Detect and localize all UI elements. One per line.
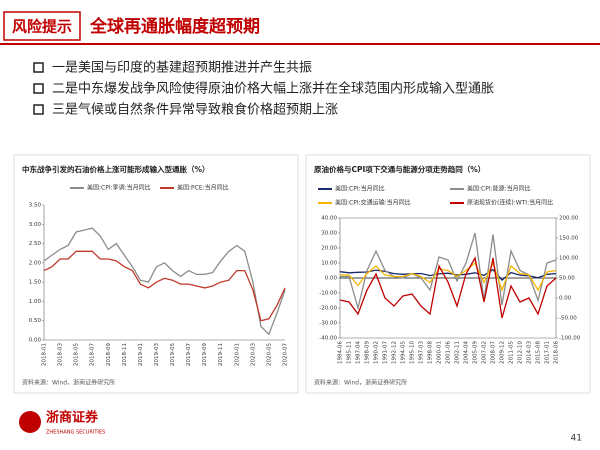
series-line: [339, 268, 557, 282]
x-tick-label: 2019-07: [186, 343, 192, 366]
x-tick-label: 2019-05: [170, 343, 176, 366]
x-tick-label: 2020-03: [250, 343, 256, 366]
x-tick-label: 2018-11: [122, 343, 128, 366]
y2-tick-label: 100.00: [559, 256, 579, 262]
company-name: 浙商证券: [46, 410, 99, 426]
header-title: 全球再通胀幅度超预期: [89, 16, 260, 37]
y-tick-label: 20.00: [321, 246, 337, 252]
y-tick-label: 3.00: [29, 222, 42, 228]
x-tick-label: 2018-07: [90, 343, 96, 366]
y-tick-label: 2.50: [29, 241, 42, 247]
series-line: [340, 232, 557, 311]
series-line: [43, 250, 286, 322]
x-tick-label: 2011-05: [509, 341, 515, 364]
bullet-box: [33, 83, 44, 94]
y2-tick-label: 200.00: [559, 216, 579, 222]
bullet-box: [33, 104, 44, 115]
bullet-text: 一是美国与印度的基建超预期推进并产生共振: [52, 60, 312, 76]
y2-tick-label: -50.00: [559, 316, 577, 322]
x-tick-label: 1985-11: [347, 341, 353, 364]
bullet-text: 二是中东爆发战争风险使得原油价格大幅上涨并在全球范围内形成输入型通胀: [52, 81, 494, 97]
bullet-box: [33, 62, 44, 73]
company-en: ZHESHANG SECURITIES: [46, 430, 105, 436]
page-number: 41: [571, 434, 582, 444]
series-line: [43, 227, 286, 336]
y-tick-label: -10.00: [319, 291, 337, 297]
series-line: [340, 261, 557, 292]
legend-label: 原油现货价(连续):WTI:当月同比: [467, 199, 553, 207]
x-tick-label: 2018-06: [554, 341, 560, 364]
x-tick-label: 2014-03: [527, 341, 533, 364]
y-tick-label: 0.50: [29, 318, 42, 324]
legend-label: 美国:CPI:当月同比: [335, 185, 385, 193]
chart-title: 原油价格与CPI项下交通与能源分项走势趋同（%）: [314, 164, 485, 174]
x-tick-label: 2018-01: [42, 343, 48, 366]
y-tick-label: 1.50: [29, 280, 42, 286]
x-tick-label: 2019-11: [218, 343, 224, 366]
x-tick-label: 1994-05: [401, 341, 407, 364]
y-tick-label: 3.50: [29, 203, 42, 209]
x-tick-label: 1995-10: [410, 341, 416, 364]
y2-tick-label: -100.00: [559, 336, 581, 342]
x-tick-label: 2018-09: [106, 343, 112, 366]
y-tick-label: 30.00: [321, 231, 337, 237]
x-tick-label: 2017-01: [545, 341, 551, 364]
tag-box: [3, 11, 81, 41]
x-tick-label: 1984-06: [338, 341, 344, 364]
legend-label: 美国:PCE:当月同比: [177, 184, 229, 192]
series-line: [339, 256, 557, 319]
x-tick-label: 2009-12: [500, 341, 506, 364]
y-tick-label: 0.00: [29, 338, 42, 344]
legend-label: 美国:CPI:季调:当月同比: [87, 184, 151, 192]
x-tick-label: 2004-04: [464, 341, 470, 364]
bullet-text: 三是气候或自然条件异常导致粮食价格超预期上涨: [52, 102, 338, 118]
x-tick-label: 2018-03: [58, 343, 64, 366]
y-tick-label: -30.00: [319, 321, 337, 327]
chart-source: 资料来源：Wind，浙商证券研究所: [22, 379, 115, 387]
x-tick-label: 2019-01: [138, 343, 144, 366]
x-tick-label: 1987-04: [356, 341, 362, 364]
header-tag: 风险提示: [12, 18, 72, 36]
x-tick-label: 2020-07: [283, 343, 289, 366]
x-tick-label: 2019-09: [202, 343, 208, 366]
y2-tick-label: 50.00: [559, 276, 575, 282]
x-tick-label: 2005-09: [473, 341, 479, 364]
y-tick-label: 0.00: [325, 276, 338, 282]
chart-title: 中东战争引发的石油价格上涨可能形成输入型通胀（%）: [22, 164, 210, 174]
x-tick-label: 2020-01: [234, 343, 240, 366]
x-tick-label: 2018-05: [74, 343, 80, 366]
bullet-list: 一是美国与印度的基建超预期推进并产生共振 二是中东爆发战争风险使得原油价格大幅上…: [33, 60, 494, 118]
y-tick-label: 2.00: [29, 260, 42, 266]
x-tick-label: 2015-08: [536, 341, 542, 364]
y-tick-label: 10.00: [321, 261, 337, 267]
x-tick-label: 1992-12: [392, 341, 398, 364]
x-tick-label: 2002-11: [455, 341, 461, 364]
chart-panel: [305, 154, 591, 394]
y2-tick-label: 0.00: [559, 296, 572, 302]
x-tick-label: 2007-02: [482, 341, 488, 364]
x-tick-label: 2000-01: [437, 341, 443, 364]
x-tick-label: 2012-10: [518, 341, 524, 364]
chart-panel: [13, 154, 299, 394]
legend-label: 美国:CPI:能源:当月同比: [467, 185, 531, 193]
y-tick-label: -40.00: [319, 336, 337, 342]
x-tick-label: 2019-03: [154, 343, 160, 366]
x-tick-label: 2001-06: [446, 341, 452, 364]
legend-label: 美国:CPI:交通运输:当月同比: [335, 199, 411, 207]
y2-tick-label: 150.00: [559, 236, 579, 242]
x-tick-label: 1990-02: [374, 341, 380, 364]
x-tick-label: 1997-03: [419, 341, 425, 364]
x-tick-label: 1988-09: [365, 341, 371, 364]
x-tick-label: 1991-07: [383, 341, 389, 364]
y-tick-label: -20.00: [319, 306, 337, 312]
x-tick-label: 1998-08: [428, 341, 434, 364]
chart-source: 资料来源：Wind，浙商证券研究所: [314, 379, 407, 387]
y-tick-label: 40.00: [321, 216, 337, 222]
y-tick-label: 1.00: [29, 299, 42, 305]
x-tick-label: 2008-07: [491, 341, 497, 364]
logo-mark: [19, 411, 41, 433]
x-tick-label: 2020-05: [266, 343, 272, 366]
